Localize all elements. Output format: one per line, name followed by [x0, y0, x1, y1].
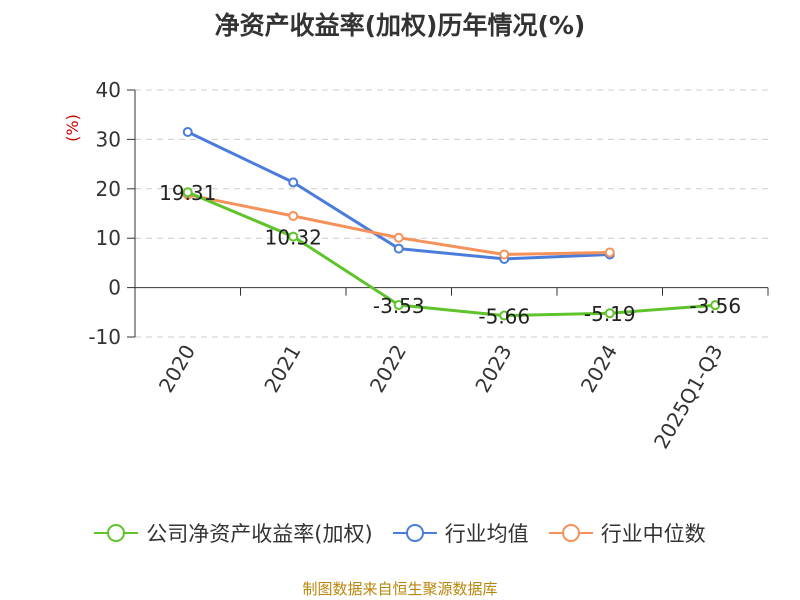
y-axis-label: (%) — [63, 114, 82, 142]
y-tick-label: 10 — [96, 226, 121, 250]
x-tick-label: 2021 — [259, 341, 305, 397]
data-point-series-0[interactable] — [182, 187, 193, 198]
legend-marker-industry-mean — [392, 524, 437, 542]
y-tick-label: 40 — [96, 78, 121, 102]
legend-marker-company — [94, 524, 139, 542]
data-point-series-2[interactable] — [288, 210, 299, 221]
data-point-series-2[interactable] — [604, 247, 615, 258]
y-tick-label: 0 — [108, 276, 121, 300]
data-point-series-0[interactable] — [499, 310, 510, 321]
data-point-series-1[interactable] — [288, 177, 299, 188]
x-tick-label: 2023 — [470, 341, 516, 397]
data-point-series-0[interactable] — [393, 300, 404, 311]
data-label: 19.31 — [159, 181, 216, 205]
data-point-series-0[interactable] — [604, 308, 615, 319]
x-tick-label: 2025Q1-Q3 — [649, 341, 728, 453]
data-label: -5.19 — [584, 302, 636, 326]
x-tick-label: 2022 — [365, 341, 411, 397]
data-point-series-0[interactable] — [710, 300, 721, 311]
legend-marker-industry-median — [548, 524, 593, 542]
y-tick-label: 30 — [96, 127, 121, 151]
legend-item-company[interactable]: 公司净资产收益率(加权) — [94, 518, 373, 548]
series-line-0 — [187, 190, 716, 318]
chart-title: 净资产收益率(加权)历年情况(%) — [214, 11, 586, 40]
data-label: -3.53 — [373, 294, 425, 318]
legend-label-company: 公司净资产收益率(加权) — [146, 522, 373, 546]
legend: 公司净资产收益率(加权) 行业均值 行业中位数 — [0, 518, 800, 548]
x-tick-label: 2024 — [576, 341, 622, 397]
data-label: -3.56 — [689, 294, 741, 318]
x-tick-label: 2020 — [154, 341, 200, 397]
data-point-series-0[interactable] — [288, 231, 299, 242]
data-label: 10.32 — [265, 226, 322, 250]
legend-item-industry-mean[interactable]: 行业均值 — [392, 518, 529, 548]
data-point-series-1[interactable] — [393, 243, 404, 254]
data-point-series-1[interactable] — [182, 126, 193, 137]
legend-item-industry-median[interactable]: 行业中位数 — [548, 518, 706, 548]
data-point-series-2[interactable] — [499, 249, 510, 260]
y-tick-label: 20 — [96, 177, 121, 201]
data-label: -5.66 — [478, 305, 530, 329]
legend-label-industry-median: 行业中位数 — [600, 522, 706, 546]
legend-label-industry-mean: 行业均值 — [444, 522, 529, 546]
source-note: 制图数据来自恒生聚源数据库 — [302, 580, 498, 598]
y-tick-label: -10 — [88, 325, 121, 349]
data-point-series-2[interactable] — [393, 232, 404, 243]
